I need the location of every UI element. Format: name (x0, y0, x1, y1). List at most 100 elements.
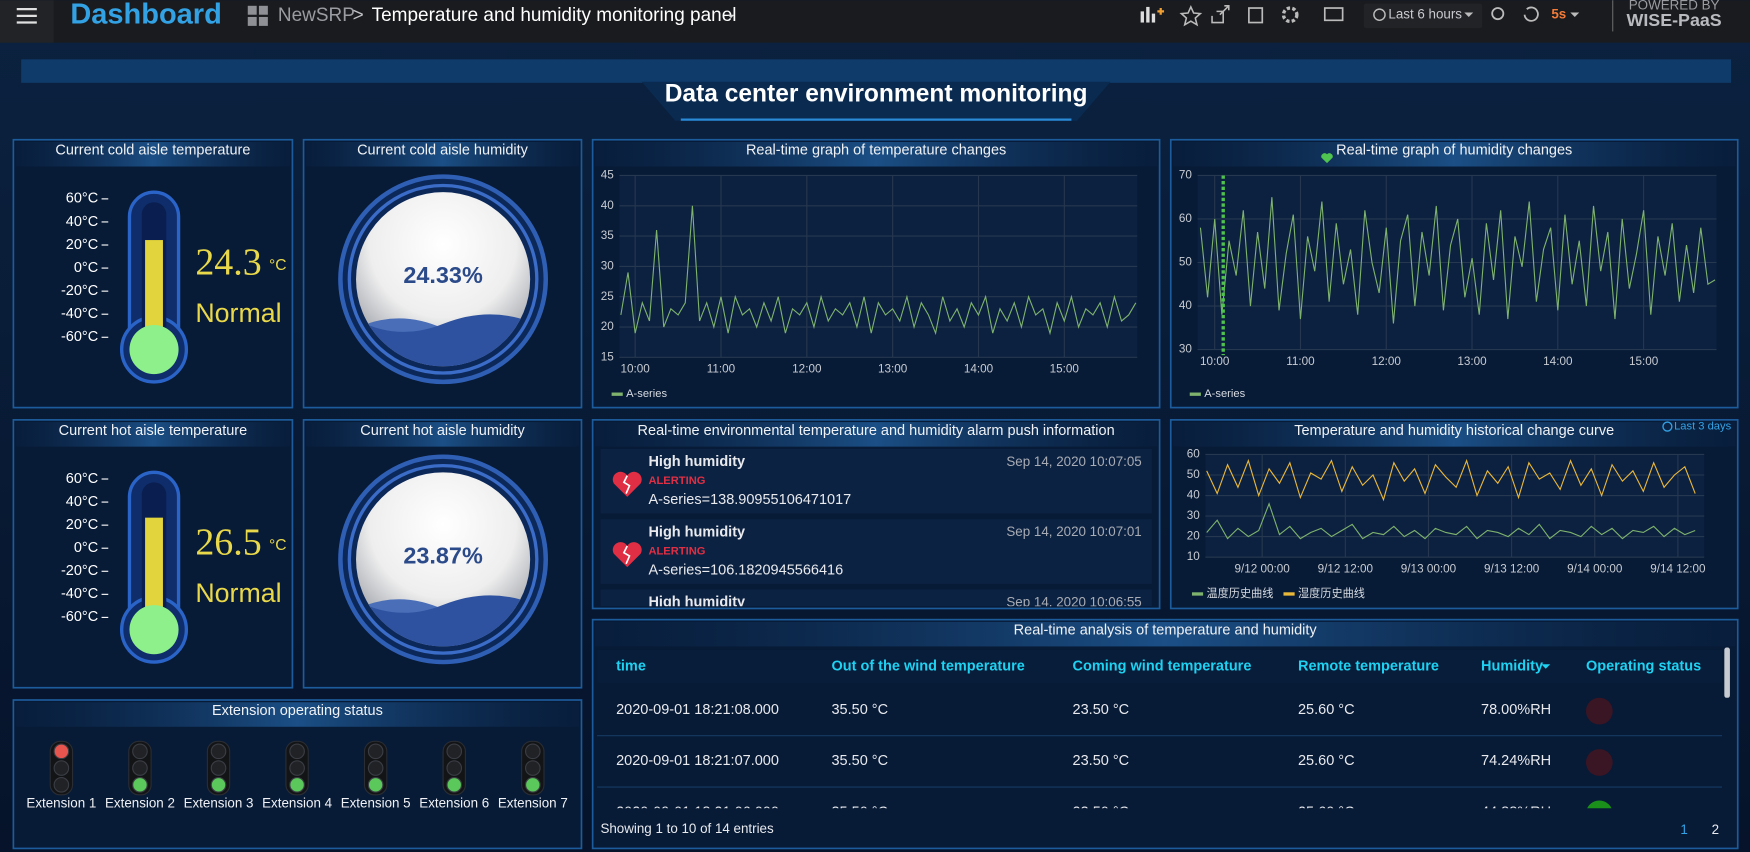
alarm-title: High humidity (648, 524, 745, 540)
table-footer: Showing 1 to 10 of 14 entries (600, 821, 774, 836)
alarm-message: A-series=138.90955106471017 (648, 492, 851, 508)
caret (1570, 12, 1580, 17)
tv-icon[interactable] (1323, 7, 1344, 22)
legend-label[interactable]: A-series (626, 388, 667, 400)
panel-header (594, 621, 1736, 647)
panel-header (305, 141, 580, 167)
time-picker[interactable] (1363, 3, 1483, 29)
panel-title: Current hot aisle humidity (360, 423, 525, 439)
light (210, 760, 227, 776)
panel-title: Real-time environmental temperature and … (638, 423, 1115, 439)
light (53, 743, 70, 760)
panel-title: Temperature and humidity historical chan… (1294, 423, 1614, 439)
table-cell: 2020-09-01 18:21:08.000 (616, 702, 779, 718)
add-panel-icon[interactable] (1140, 6, 1165, 23)
panel-title: Extension operating status (212, 703, 383, 719)
table-body: 2020-09-01 18:21:08.000 35.50 °C 23.50 °C 2… (597, 697, 1723, 821)
time-override-icon (1662, 421, 1673, 432)
y-tick-label: 20 (1187, 530, 1201, 543)
extension-label: Extension 5 (341, 795, 411, 810)
gauge-wave (356, 595, 531, 647)
thermometer-tick-label: -40°C (61, 586, 98, 602)
legend-label[interactable]: 温度历史曲线 (1206, 586, 1273, 600)
thermometer-bulb (129, 324, 179, 375)
panel-title: Current cold aisle temperature (55, 143, 250, 159)
extension-label: Extension 6 (419, 795, 489, 810)
table-header-bg (597, 649, 1723, 684)
legend-label[interactable]: 湿度历史曲线 (1298, 586, 1365, 600)
light (289, 777, 305, 793)
table-cell: 2020-09-01 18:21:07.000 (616, 753, 779, 769)
gauge-ring (347, 183, 539, 375)
page-link[interactable]: 2 (1712, 822, 1719, 837)
settings-icon[interactable] (1281, 6, 1299, 24)
share-icon[interactable] (1211, 5, 1230, 24)
status-indicator (1587, 800, 1612, 809)
y-tick-label: 10 (1187, 550, 1201, 563)
brand-line2: WISE-PaaS (1627, 10, 1722, 30)
table-header[interactable]: Remote temperature (1298, 658, 1439, 674)
light (524, 743, 541, 760)
table-header[interactable]: Out of the wind temperature (831, 658, 1024, 674)
panel-header (15, 141, 291, 167)
folder[interactable]: NewSRP (278, 5, 355, 26)
y-tick-label: 35 (601, 229, 615, 242)
clock-icon (1373, 8, 1386, 22)
light (132, 743, 148, 760)
scrollbar (1724, 647, 1730, 698)
temperature-status: Normal (195, 298, 281, 328)
page-link[interactable]: 1 (1680, 822, 1687, 837)
x-tick-label: 13:00 (1457, 355, 1487, 368)
alarm-row (600, 448, 1152, 514)
thermometer-level (145, 517, 163, 621)
x-tick-label: 9/13 12:00 (1484, 563, 1540, 576)
light (446, 743, 463, 760)
table-cell: 23.50 °C (1073, 702, 1130, 718)
dashboard-title[interactable]: Temperature and humidity monitoring pane… (372, 5, 737, 26)
table-header[interactable]: Operating status (1586, 658, 1701, 674)
light (132, 760, 148, 776)
table-header[interactable]: time (616, 658, 646, 674)
alarm-time: Sep 14, 2020 10:07:01 (1006, 524, 1141, 539)
panel-title: Real-time analysis of temperature and hu… (1014, 623, 1318, 639)
extension-label: Extension 4 (262, 795, 332, 810)
alarm-row (600, 519, 1152, 584)
y-tick-label: 45 (601, 169, 615, 182)
light (446, 777, 463, 793)
topbar: Dashboard NewSRP > Temperature and humid… (0, 0, 1750, 43)
light (289, 743, 305, 760)
x-tick-label: 14:00 (1543, 355, 1573, 368)
x-tick-label: 9/12 12:00 (1318, 563, 1374, 576)
panel-title: Real-time graph of humidity changes (1336, 143, 1572, 159)
banner-title: Data center environment monitoring (665, 81, 1088, 108)
x-tick-label: 9/12 00:00 (1235, 563, 1291, 576)
alarm-state: ALERTING (648, 475, 705, 487)
temperature-value: 24.3 (195, 242, 261, 284)
app-title[interactable]: Dashboard (70, 0, 221, 31)
zoom-icon[interactable] (1491, 7, 1505, 21)
star-icon[interactable] (1179, 5, 1203, 27)
table-header[interactable]: Humidity (1481, 658, 1543, 674)
y-tick-label: 30 (601, 259, 615, 272)
table-cell: 25.60 °C (1298, 702, 1355, 718)
table-header[interactable]: Coming wind temperature (1073, 658, 1252, 674)
x-tick-label: 12:00 (792, 363, 822, 376)
x-tick-label: 9/13 00:00 (1401, 563, 1457, 576)
y-tick-label: 60 (1179, 212, 1193, 225)
banner: Data center environment monitoring (21, 59, 1732, 121)
light (367, 760, 384, 776)
gauge-wave (356, 314, 531, 367)
banner-bar (21, 59, 1732, 83)
brand-line1: POWERED BY (1629, 0, 1720, 12)
y-tick-label: 20 (601, 320, 615, 333)
save-icon[interactable] (1248, 7, 1264, 24)
table-cell: 35.50 °C (831, 805, 888, 821)
refresh-icon[interactable] (1523, 6, 1539, 22)
refresh-interval[interactable]: 5s (1551, 6, 1566, 21)
table-cell: 35.50 °C (831, 702, 888, 718)
thermometer-tick-label: 40°C (66, 214, 98, 230)
alarm-icon-crack (622, 545, 631, 565)
legend-label[interactable]: A-series (1204, 388, 1245, 400)
gauge-ring (347, 463, 539, 655)
